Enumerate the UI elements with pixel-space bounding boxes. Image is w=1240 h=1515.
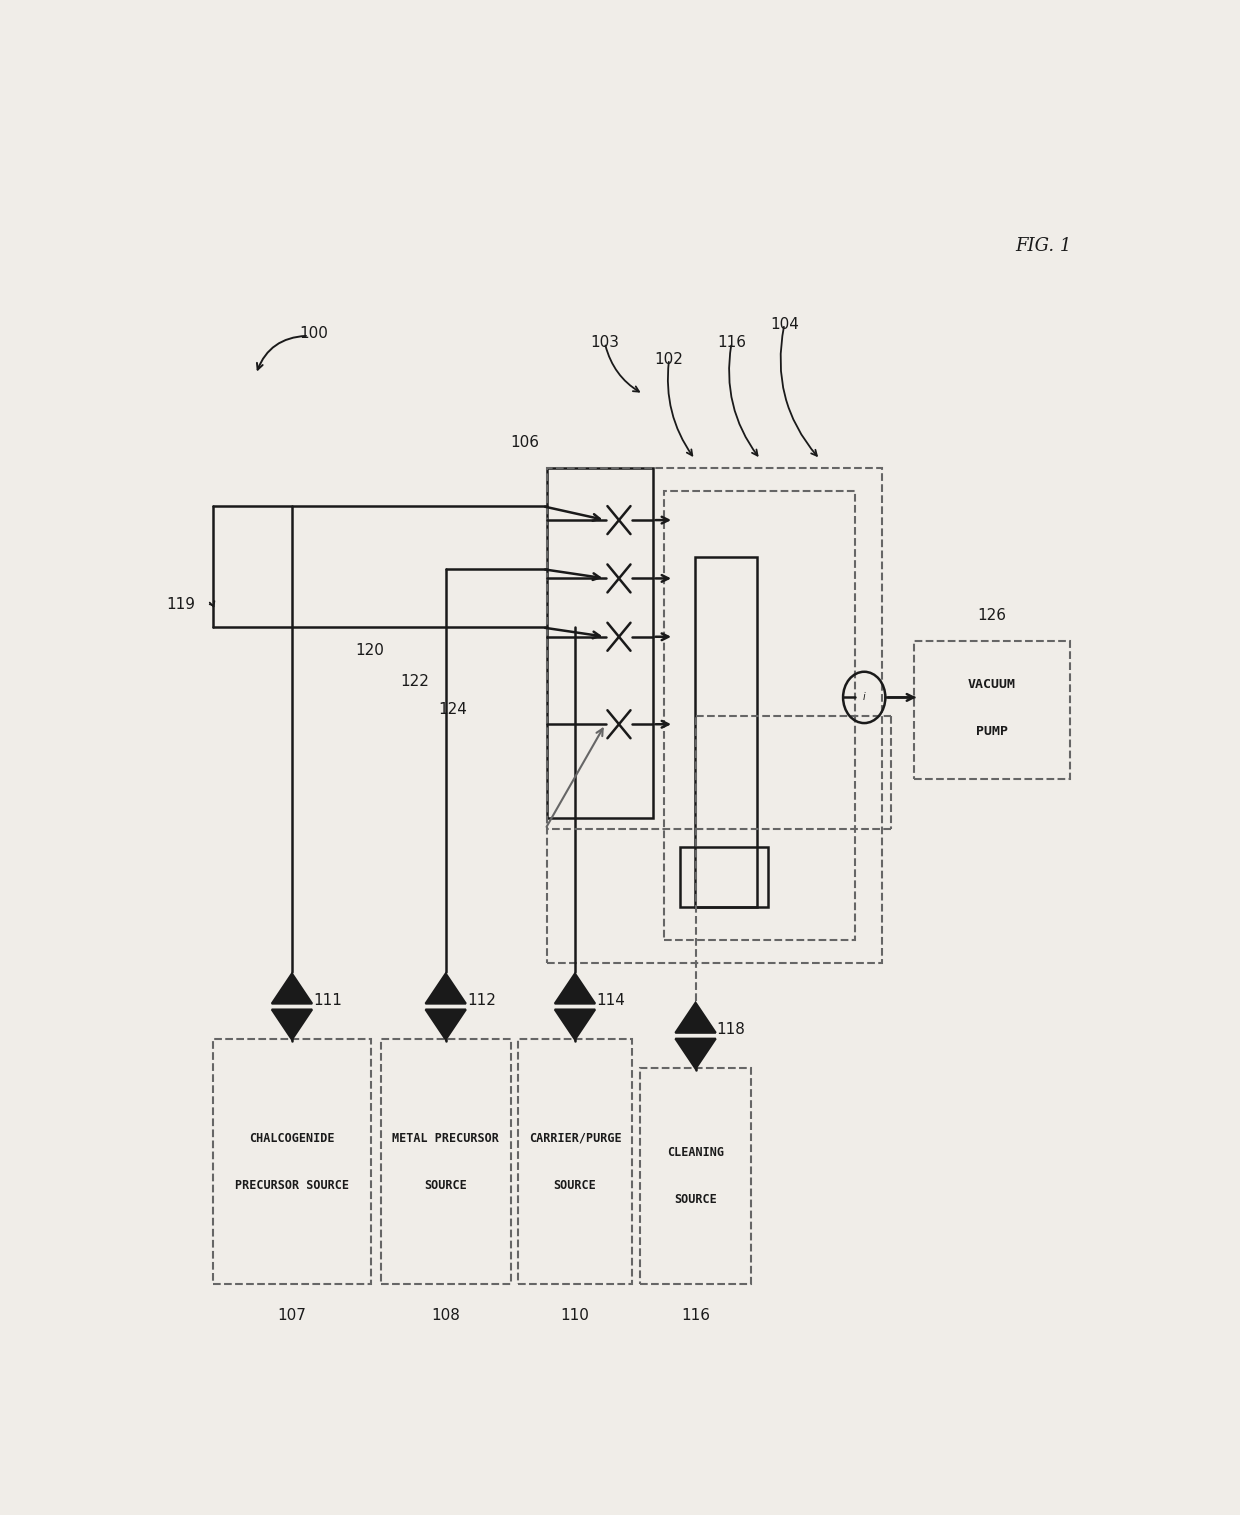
Text: 120: 120 (355, 644, 383, 658)
Text: 107: 107 (278, 1307, 306, 1323)
Bar (518, 1039, 631, 1285)
Bar (680, 847, 768, 907)
Text: 111: 111 (312, 994, 342, 1007)
Text: 112: 112 (466, 994, 496, 1007)
Bar (665, 491, 854, 939)
Text: SOURCE: SOURCE (553, 1179, 596, 1191)
Text: 100: 100 (299, 326, 329, 341)
Text: PRECURSOR SOURCE: PRECURSOR SOURCE (234, 1179, 348, 1191)
Polygon shape (554, 1009, 595, 1039)
Text: 108: 108 (432, 1307, 460, 1323)
Text: 124: 124 (439, 701, 467, 717)
Text: PUMP: PUMP (976, 724, 1008, 738)
Text: 102: 102 (655, 351, 683, 367)
Text: SOURCE: SOURCE (424, 1179, 467, 1191)
Polygon shape (676, 1039, 715, 1068)
Text: FIG. 1: FIG. 1 (1016, 236, 1073, 255)
Text: 119: 119 (166, 597, 196, 612)
Text: 116: 116 (681, 1307, 711, 1323)
Text: 103: 103 (590, 335, 619, 350)
Bar (547, 468, 652, 818)
Bar (547, 468, 882, 964)
Polygon shape (272, 974, 312, 1003)
Polygon shape (272, 1009, 312, 1039)
Bar (640, 1068, 751, 1285)
Text: 106: 106 (511, 435, 539, 450)
Text: CHALCOGENIDE: CHALCOGENIDE (249, 1132, 335, 1145)
Bar (914, 641, 1070, 779)
Bar (696, 558, 756, 907)
Polygon shape (554, 974, 595, 1003)
Bar (381, 1039, 511, 1285)
Text: 126: 126 (977, 608, 1007, 623)
Bar (213, 1039, 371, 1285)
Polygon shape (425, 1009, 466, 1039)
Text: 122: 122 (401, 674, 429, 689)
Polygon shape (425, 974, 466, 1003)
Text: VACUUM: VACUUM (968, 679, 1016, 691)
Text: i: i (863, 692, 866, 703)
Text: METAL PRECURSOR: METAL PRECURSOR (392, 1132, 500, 1145)
Polygon shape (676, 1003, 715, 1033)
Text: CLEANING: CLEANING (667, 1147, 724, 1159)
Text: 104: 104 (770, 317, 799, 332)
Text: 114: 114 (596, 994, 625, 1007)
Text: SOURCE: SOURCE (675, 1194, 717, 1206)
Text: 110: 110 (560, 1307, 589, 1323)
Text: CARRIER/PURGE: CARRIER/PURGE (528, 1132, 621, 1145)
Text: 116: 116 (717, 335, 746, 350)
Text: 118: 118 (717, 1023, 745, 1038)
